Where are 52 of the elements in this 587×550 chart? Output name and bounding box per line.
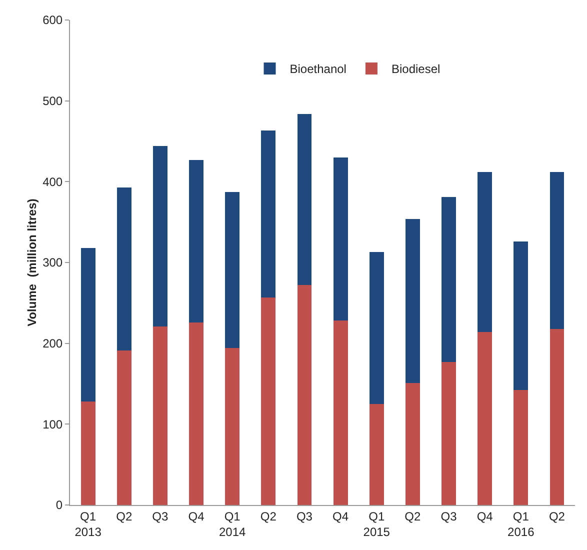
bar — [442, 362, 456, 505]
bar — [550, 172, 564, 329]
y-tick-label: 100 — [42, 417, 63, 432]
bar — [405, 218, 420, 383]
x-tick-label: Q3 — [152, 509, 169, 524]
bar — [333, 320, 348, 505]
x-tick-label: Q3 — [440, 509, 458, 524]
y-tick-label: 500 — [42, 94, 63, 108]
legend-label: Bioethanol — [290, 62, 346, 76]
y-tick-label: 400 — [42, 174, 63, 189]
bar — [369, 252, 384, 404]
x-tick-label: Q1 2014 — [218, 509, 246, 539]
x-tick-label: Q3 — [296, 509, 313, 524]
bar — [297, 114, 312, 286]
bar — [225, 192, 240, 348]
bar — [152, 326, 168, 505]
bar — [478, 332, 492, 505]
x-tick-label: Q2 — [260, 509, 277, 524]
bar — [514, 241, 528, 390]
bar — [189, 160, 204, 322]
y-tick-label: 300 — [42, 256, 63, 270]
bar — [189, 322, 204, 505]
bar — [333, 157, 348, 321]
x-tick-label: Q4 — [476, 509, 494, 524]
bar — [225, 348, 240, 505]
bar — [478, 172, 492, 332]
bar — [261, 130, 276, 298]
bar — [80, 248, 96, 402]
x-tick-label: Q1 2015 — [363, 509, 390, 539]
x-tick-label: Q1 2013 — [74, 509, 102, 539]
x-tick-label: Q4 — [332, 509, 349, 524]
bar — [80, 402, 96, 505]
bar — [297, 285, 312, 505]
x-tick-label: Q1 2016 — [508, 509, 535, 539]
y-tick-label: 0 — [56, 498, 63, 512]
bar — [405, 382, 420, 505]
bar — [369, 404, 384, 505]
x-tick-label: Q2 — [548, 509, 566, 524]
y-tick-label: 600 — [42, 13, 63, 28]
bar — [550, 328, 564, 505]
y-axis-title: Volume (million litres) — [25, 198, 39, 326]
bar — [116, 350, 132, 505]
bar — [261, 297, 276, 505]
x-tick-label: Q2 — [404, 509, 422, 524]
legend-label: Biodiesel — [391, 62, 440, 76]
bar — [152, 146, 168, 326]
bar — [514, 390, 528, 505]
bar — [116, 187, 132, 351]
x-tick-label: Q4 — [188, 509, 205, 524]
bar — [442, 197, 456, 362]
y-tick-label: 200 — [42, 336, 63, 351]
x-tick-label: Q2 — [116, 509, 132, 524]
